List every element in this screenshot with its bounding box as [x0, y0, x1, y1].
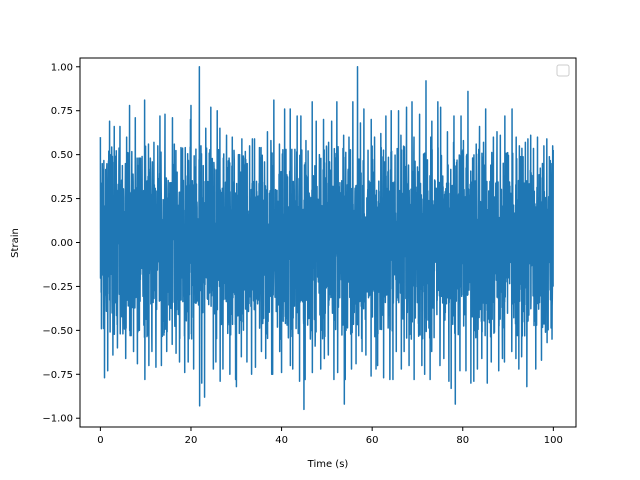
- y-tick-label: 0.50: [51, 150, 73, 161]
- series-layer: [99, 66, 554, 411]
- x-axis: 0 20 40 60 80 100: [97, 427, 563, 446]
- x-tick-label: 100: [544, 435, 563, 446]
- strain-series-line: [99, 66, 554, 411]
- y-axis-label: Strain: [10, 228, 21, 258]
- y-tick-label: −0.75: [42, 370, 73, 381]
- x-tick-label: 60: [366, 435, 379, 446]
- y-tick-label: 0.00: [51, 238, 73, 249]
- x-tick-label: 40: [275, 435, 288, 446]
- legend-box: [556, 64, 570, 77]
- y-tick-label: −0.25: [42, 282, 73, 293]
- y-axis: −1.00 −0.75 −0.50 −0.25 0.00 0.25 0.50 0.75 1.00: [42, 62, 80, 425]
- y-tick-label: 0.25: [51, 194, 73, 205]
- y-tick-label: −0.50: [42, 326, 73, 337]
- x-tick-label: 80: [456, 435, 469, 446]
- y-tick-label: 0.75: [51, 106, 73, 117]
- y-tick-label: −1.00: [42, 414, 73, 425]
- y-tick-label: 1.00: [51, 62, 73, 73]
- x-axis-label: Time (s): [307, 459, 349, 470]
- x-tick-label: 0: [97, 435, 103, 446]
- x-tick-label: 20: [185, 435, 198, 446]
